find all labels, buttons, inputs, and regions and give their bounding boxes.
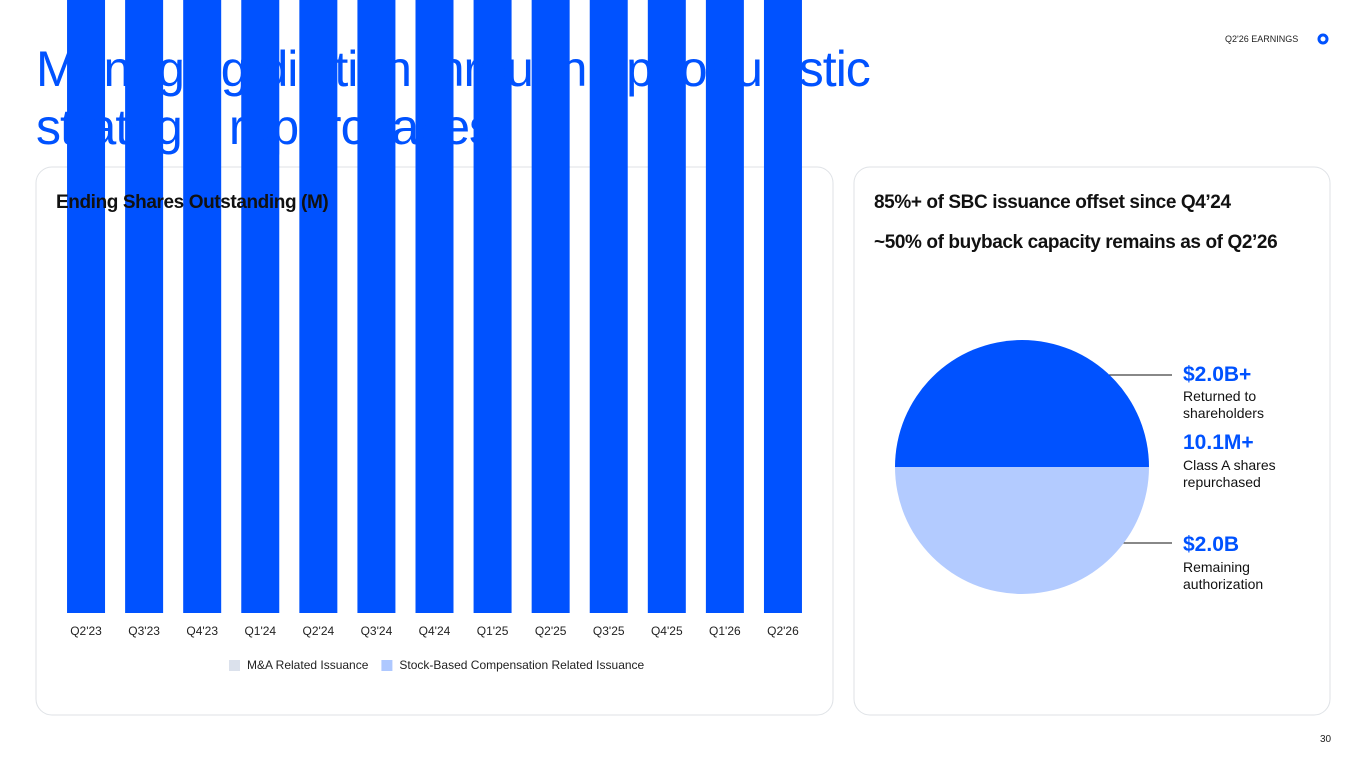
legend-swatch <box>381 660 393 671</box>
bar-segment <box>67 0 106 613</box>
x-tick-label: Q3'24 <box>361 624 393 638</box>
headline: ~50% of buyback capacity remains as of Q… <box>874 232 1278 253</box>
x-tick-label: Q3'23 <box>128 624 160 638</box>
bar-segment <box>241 0 280 613</box>
page-number: 30 <box>1320 734 1332 745</box>
bar-segment <box>705 0 744 614</box>
chart-title: Ending Shares Outstanding (M) <box>56 192 329 213</box>
pie-slice <box>895 340 1149 467</box>
bar-segment <box>647 0 686 613</box>
pie-slice <box>895 467 1149 594</box>
bar-segment <box>299 0 338 613</box>
annotation-label: Class A shares repurchased <box>1183 457 1276 490</box>
header-tag: Q2'26 EARNINGS <box>1225 34 1299 44</box>
x-tick-label: Q1'24 <box>244 624 276 638</box>
logo <box>1317 33 1329 45</box>
bar-segment <box>183 0 222 613</box>
x-tick-label: Q1'26 <box>709 624 741 638</box>
x-tick-label: Q2'26 <box>767 624 799 638</box>
x-tick-label: Q2'23 <box>70 624 102 638</box>
slice-label: Remaining authorization <box>1183 559 1264 592</box>
bar-segment <box>763 0 802 613</box>
annotation-value: 10.1M+ <box>1183 431 1254 454</box>
x-tick-label: Q2'24 <box>303 624 335 638</box>
legend-label: M&A Related Issuance <box>247 658 369 672</box>
bar-segment <box>125 0 164 613</box>
slice-value: $2.0B+ <box>1183 363 1252 386</box>
bar-segment <box>357 0 396 613</box>
x-tick-label: Q4'23 <box>186 624 218 638</box>
x-tick-label: Q3'25 <box>593 624 625 638</box>
headline: 85%+ of SBC issuance offset since Q4’24 <box>874 192 1231 213</box>
x-tick-label: Q1'25 <box>477 624 509 638</box>
x-tick-label: Q2'25 <box>535 624 567 638</box>
x-tick-label: Q4'24 <box>419 624 451 638</box>
slice-value: $2.0B <box>1183 533 1240 556</box>
legend-label: Stock-Based Compensation Related Issuanc… <box>399 658 644 672</box>
bar-segment <box>473 0 512 613</box>
x-tick-label: Q4'25 <box>651 624 683 638</box>
bar-segment <box>415 0 454 614</box>
bar-segment <box>531 0 570 614</box>
legend-swatch <box>229 660 240 671</box>
slice-label: Returned to shareholders <box>1183 388 1264 421</box>
bar-segment <box>589 0 628 614</box>
page-title: Managing dilution through opportunistic … <box>36 41 871 155</box>
